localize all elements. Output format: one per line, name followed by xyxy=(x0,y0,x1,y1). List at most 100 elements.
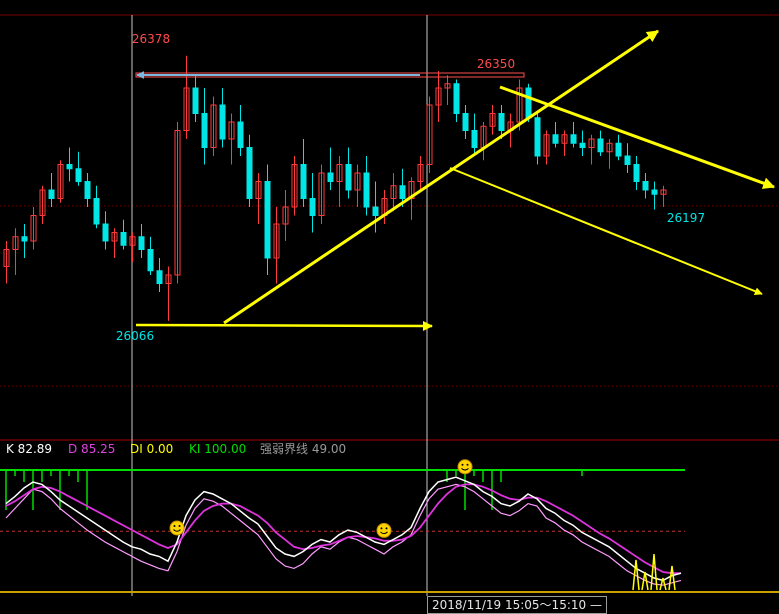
candle-body xyxy=(399,185,406,199)
candle-body xyxy=(318,172,325,216)
candle-body xyxy=(642,181,649,191)
candle-body xyxy=(426,104,433,165)
candle-body xyxy=(633,164,640,182)
rising-trend-arrow xyxy=(223,29,659,325)
price-label-layer: 26378 26066 26350 26197 xyxy=(116,32,705,343)
last-low-label: 26197 xyxy=(667,211,705,225)
smiley-icon xyxy=(376,522,392,538)
candle-body xyxy=(516,87,523,123)
indicator-line-d xyxy=(5,483,681,575)
high-right-label: 26350 xyxy=(477,57,515,71)
di-spike xyxy=(659,577,667,591)
candle-body xyxy=(264,181,271,259)
candle-body xyxy=(201,113,208,148)
candle-body xyxy=(534,117,541,157)
candle-body xyxy=(192,87,199,114)
candle-body xyxy=(246,147,253,199)
candle-body xyxy=(615,142,622,157)
low-left-label: 26066 xyxy=(116,329,154,343)
candle-body xyxy=(489,113,496,127)
candle-body xyxy=(462,113,469,131)
di-spike xyxy=(641,571,649,591)
candle-body xyxy=(498,113,505,131)
candle-body xyxy=(237,121,244,148)
candle-body xyxy=(471,130,478,148)
candle-body xyxy=(57,164,64,199)
candle-body xyxy=(3,249,10,267)
candle-body xyxy=(219,104,226,140)
candle-body xyxy=(624,155,631,165)
indicator-ki-label: KI 100.00 xyxy=(189,442,247,456)
candle-body xyxy=(597,138,604,153)
candle-body xyxy=(84,181,91,199)
indicator-d-label: D 85.25 xyxy=(68,442,116,456)
di-spike xyxy=(668,565,676,591)
candle-body xyxy=(372,206,379,216)
candle-body xyxy=(93,198,100,225)
candle-layer xyxy=(3,55,667,321)
candle-body xyxy=(453,83,460,114)
resistance-box xyxy=(135,72,525,78)
candle-body xyxy=(525,87,532,119)
candle-body xyxy=(39,189,46,216)
candle-body xyxy=(390,185,397,199)
candle-body xyxy=(570,134,577,144)
candle-body xyxy=(291,164,298,208)
candle-body xyxy=(147,249,154,272)
candle-body xyxy=(588,138,595,148)
candle-body xyxy=(66,164,73,170)
candle-body xyxy=(543,134,550,157)
di-spike xyxy=(650,553,658,591)
di-spike xyxy=(632,559,640,591)
candle-body xyxy=(354,172,361,191)
candle-body xyxy=(552,134,559,144)
smiley-icon xyxy=(457,459,473,475)
candle-body xyxy=(228,121,235,140)
upper-channel-arrow xyxy=(499,85,776,189)
candle-body xyxy=(156,270,163,284)
candle-body xyxy=(21,236,28,242)
candle-body xyxy=(12,236,19,250)
candle-body xyxy=(30,215,37,242)
candle-body xyxy=(138,236,145,250)
indicator-header: K 82.89 D 85.25 DI 0.00 KI 100.00 强弱界线 4… xyxy=(0,441,779,457)
candle-body xyxy=(273,223,280,259)
indicator-line-e xyxy=(5,483,682,586)
support-arrow xyxy=(135,320,433,331)
candle-body xyxy=(417,164,424,182)
candle-body xyxy=(75,168,82,182)
candle-body xyxy=(165,274,172,284)
indicator-di-label: DI 0.00 xyxy=(130,442,174,456)
high-left-label: 26378 xyxy=(132,32,170,46)
indicator-k-label: K 82.89 xyxy=(6,442,53,456)
candle-body xyxy=(255,181,262,199)
candle-body xyxy=(435,87,442,106)
candle-body xyxy=(363,172,370,208)
candle-body xyxy=(579,142,586,148)
candle-body xyxy=(660,189,667,195)
candle-body xyxy=(327,172,334,182)
indicator-layer xyxy=(0,459,685,591)
candle-body xyxy=(48,189,55,199)
smiley-icon xyxy=(169,520,185,536)
candle-body xyxy=(300,164,307,199)
candle-body xyxy=(345,164,352,191)
lower-channel-arrow xyxy=(449,167,763,296)
candle-body xyxy=(129,236,136,246)
candle-body xyxy=(102,223,109,242)
candle-body xyxy=(444,83,451,89)
candle-body xyxy=(120,232,127,246)
candle-body xyxy=(210,104,217,148)
candle-body xyxy=(174,130,181,276)
indicator-strength-label: 强弱界线 49.00 xyxy=(260,442,347,456)
candle-body xyxy=(309,198,316,216)
drawing-layer xyxy=(135,29,776,331)
candle-body xyxy=(111,232,118,242)
candle-body xyxy=(651,189,658,195)
candle-body xyxy=(183,87,190,131)
candle-body xyxy=(561,134,568,144)
candle-body xyxy=(282,206,289,225)
indicator-line-k xyxy=(5,476,682,582)
time-label: 2018/11/19 15:05～15:10 — xyxy=(427,596,607,614)
